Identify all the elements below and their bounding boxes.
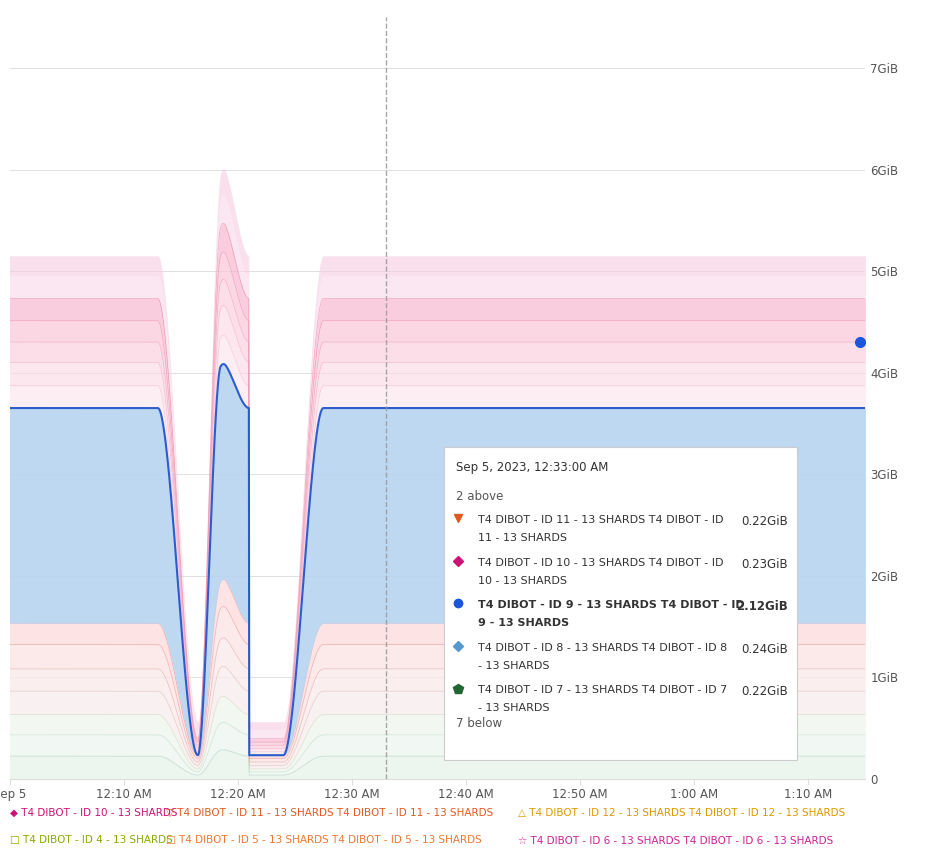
Text: - 13 SHARDS: - 13 SHARDS	[478, 703, 550, 714]
Text: 0.24GiB: 0.24GiB	[742, 643, 788, 656]
Text: Sep 5, 2023, 12:33:00 AM: Sep 5, 2023, 12:33:00 AM	[456, 461, 609, 474]
Text: 0.23GiB: 0.23GiB	[742, 558, 788, 571]
FancyBboxPatch shape	[444, 447, 797, 759]
Text: △ T4 DIBOT - ID 12 - 13 SHARDS T4 DIBOT - ID 12 - 13 SHARDS: △ T4 DIBOT - ID 12 - 13 SHARDS T4 DIBOT …	[518, 808, 845, 817]
Text: ▽ T4 DIBOT - ID 11 - 13 SHARDS T4 DIBOT - ID 11 - 13 SHARDS: ▽ T4 DIBOT - ID 11 - 13 SHARDS T4 DIBOT …	[166, 808, 494, 817]
Text: T4 DIBOT - ID 7 - 13 SHARDS T4 DIBOT - ID 7: T4 DIBOT - ID 7 - 13 SHARDS T4 DIBOT - I…	[478, 685, 728, 695]
Text: T4 DIBOT - ID 10 - 13 SHARDS T4 DIBOT - ID: T4 DIBOT - ID 10 - 13 SHARDS T4 DIBOT - …	[478, 558, 724, 567]
Text: ☆ T4 DIBOT - ID 6 - 13 SHARDS T4 DIBOT - ID 6 - 13 SHARDS: ☆ T4 DIBOT - ID 6 - 13 SHARDS T4 DIBOT -…	[518, 836, 833, 845]
Text: 9 - 13 SHARDS: 9 - 13 SHARDS	[478, 618, 569, 628]
Text: ◆ T4 DIBOT - ID 10 - 13 SHARDS: ◆ T4 DIBOT - ID 10 - 13 SHARDS	[10, 808, 177, 817]
Text: 2.12GiB: 2.12GiB	[736, 600, 788, 613]
Text: - 13 SHARDS: - 13 SHARDS	[478, 661, 550, 670]
Text: □ T4 DIBOT - ID 5 - 13 SHARDS T4 DIBOT - ID 5 - 13 SHARDS: □ T4 DIBOT - ID 5 - 13 SHARDS T4 DIBOT -…	[166, 836, 482, 845]
Text: □ T4 DIBOT - ID 4 - 13 SHARDS: □ T4 DIBOT - ID 4 - 13 SHARDS	[10, 836, 172, 845]
Text: 7 below: 7 below	[456, 717, 503, 730]
Text: 0.22GiB: 0.22GiB	[742, 515, 788, 528]
Text: 10 - 13 SHARDS: 10 - 13 SHARDS	[478, 575, 567, 586]
Text: T4 DIBOT - ID 11 - 13 SHARDS T4 DIBOT - ID: T4 DIBOT - ID 11 - 13 SHARDS T4 DIBOT - …	[478, 515, 724, 525]
Text: 0.22GiB: 0.22GiB	[742, 685, 788, 698]
Text: T4 DIBOT - ID 9 - 13 SHARDS T4 DIBOT - ID: T4 DIBOT - ID 9 - 13 SHARDS T4 DIBOT - I…	[478, 600, 745, 610]
Text: T4 DIBOT - ID 8 - 13 SHARDS T4 DIBOT - ID 8: T4 DIBOT - ID 8 - 13 SHARDS T4 DIBOT - I…	[478, 643, 728, 653]
Text: 2 above: 2 above	[456, 490, 504, 503]
Text: 11 - 13 SHARDS: 11 - 13 SHARDS	[478, 533, 567, 543]
